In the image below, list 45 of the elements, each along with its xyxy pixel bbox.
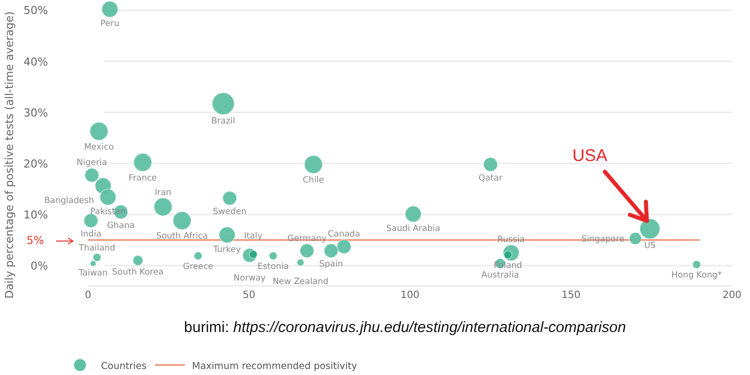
annotation: Nigeria: [76, 158, 108, 168]
annotation: Australia: [481, 270, 519, 281]
y-tick-label: 30%: [24, 106, 48, 120]
x-tick-label: 200: [722, 290, 742, 301]
annotation: India: [80, 230, 102, 240]
annotation: Turkey: [212, 244, 241, 255]
annotation: Italy: [244, 231, 262, 242]
annotation: Mexico: [84, 142, 114, 152]
text: 5%: [26, 234, 44, 248]
annotation: Canada: [328, 230, 360, 240]
y-tick-label: 50%: [24, 4, 48, 18]
annotation: South Korea: [112, 268, 164, 278]
annotation: Thailand: [78, 243, 116, 254]
annotation: Norway: [234, 273, 266, 284]
x-tick-label: 100: [400, 290, 420, 301]
annotation: Greece: [182, 262, 214, 272]
annotation: Peru: [100, 19, 120, 30]
text: burimi: https://coronavirus.jhu.edu/testing/international-comparison: [184, 319, 626, 336]
annotation: Saudi Arabia: [386, 224, 440, 234]
annotation: New Zealand: [272, 276, 328, 287]
annotation: Hong Kong*: [671, 270, 722, 281]
annotation: Iran: [154, 188, 172, 198]
legend-label: Maximum recommended positivity: [192, 361, 358, 372]
x-tick-label: 150: [561, 290, 581, 301]
annotation: Bangladesh: [44, 196, 94, 206]
x-tick-label: 0: [84, 290, 92, 301]
annotation: Brazil: [211, 116, 236, 127]
annotation: Spain: [319, 260, 343, 270]
y-tick-label: 20%: [24, 157, 48, 170]
annotation: Chile: [302, 175, 324, 186]
x-tick-label: 50: [242, 290, 256, 301]
y-tick-label: 40%: [24, 55, 48, 68]
legend-label: Countries: [101, 361, 147, 372]
annotation: Sweden: [212, 207, 246, 218]
annotation: Taiwan: [78, 268, 108, 278]
annotation: South Africa: [156, 232, 208, 242]
annotation: Qatar: [478, 173, 503, 184]
y-axis-title: Daily percentage of positive tests (all-time average): [3, 11, 16, 299]
annotation: Ghana: [106, 220, 135, 231]
y-tick-label: 0%: [30, 260, 48, 273]
annotation: USA: [572, 146, 608, 165]
annotation: France: [128, 173, 157, 184]
annotation: US: [644, 240, 656, 251]
y-tick-label: 10%: [24, 208, 48, 222]
annotation: Estonia: [258, 262, 289, 272]
